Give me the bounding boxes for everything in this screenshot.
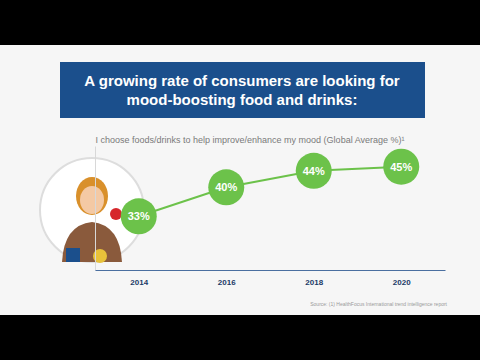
illustration-cup [66, 248, 80, 262]
x-tick-label: 2018 [305, 278, 323, 287]
illustration-face [80, 186, 104, 214]
x-axis: 2014 2016 2018 2020 [96, 270, 446, 287]
y-axis-line [95, 147, 96, 271]
title: A growing rate of consumers are looking … [84, 72, 399, 108]
y-axis [95, 147, 96, 271]
marker [121, 198, 157, 234]
title-line: A growing rate of consumers are looking … [84, 72, 399, 89]
title-banner [60, 62, 425, 118]
chart: A growing rate of consumers are looking … [0, 0, 480, 360]
illustration-hair [76, 177, 108, 215]
slide-background [0, 45, 480, 315]
letterbox [0, 0, 480, 360]
x-tick: 2016 [218, 270, 236, 287]
illustration-body [62, 222, 122, 262]
x-tick-label: 2014 [130, 278, 148, 287]
x-tick-label: 2016 [218, 278, 236, 287]
x-tick: 2020 [393, 270, 411, 287]
marker [383, 149, 419, 185]
data-label: 45% [390, 161, 412, 173]
x-tick: 2014 [130, 270, 148, 287]
marker [208, 169, 244, 205]
source: Source: (1) HealthFocus International tr… [310, 301, 447, 307]
illustration-apple [110, 208, 122, 220]
data-label: 40% [215, 181, 237, 193]
x-tick: 2018 [305, 270, 323, 287]
title-line: mood-boosting food and drinks: [127, 91, 358, 108]
plot-area [121, 149, 420, 235]
data-label: 33% [128, 210, 150, 222]
x-axis-line [96, 270, 446, 271]
x-tick-label: 2020 [393, 278, 411, 287]
data-labels: 33% 40% 44% 45% [128, 161, 413, 223]
data-label: 44% [303, 165, 325, 177]
line [139, 167, 402, 217]
marker [296, 153, 332, 189]
subtitle: I choose foods/drinks to help improve/en… [96, 135, 405, 145]
